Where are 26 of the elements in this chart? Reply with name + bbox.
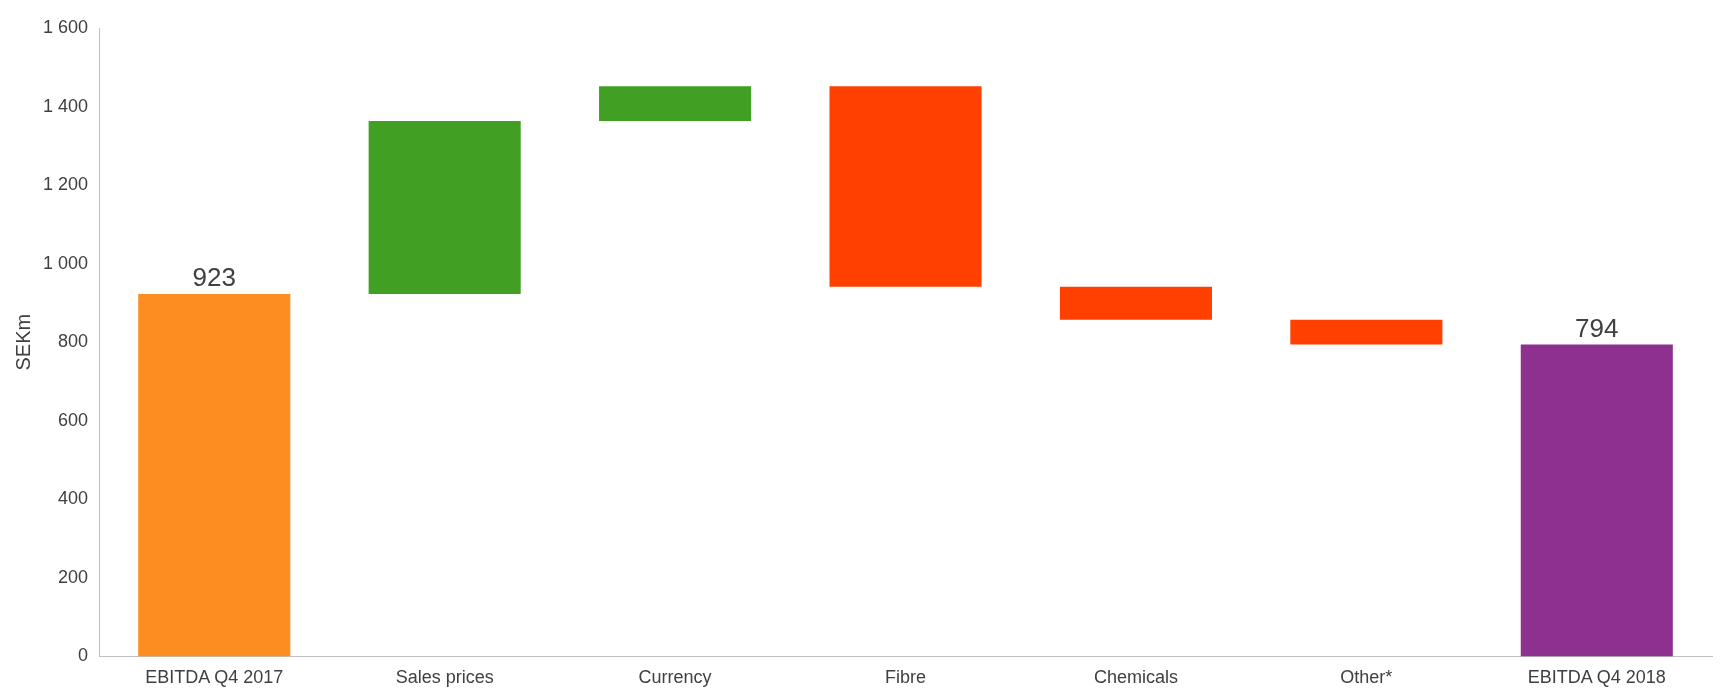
y-tick-label: 0 <box>78 645 89 666</box>
bar <box>368 121 521 294</box>
y-tick-label: 400 <box>58 488 89 509</box>
x-tick-label: EBITDA Q4 2017 <box>145 667 284 688</box>
x-tick-label: Sales prices <box>395 667 494 688</box>
bar <box>138 293 291 657</box>
y-tick-label: 1 200 <box>43 174 89 195</box>
x-tick-label: EBITDA Q4 2018 <box>1527 667 1666 688</box>
y-tick-label: 600 <box>58 409 89 430</box>
y-tick-label: 1 000 <box>43 252 89 273</box>
y-tick-label: 200 <box>58 566 89 587</box>
bar <box>1520 344 1673 657</box>
bar <box>1059 286 1212 320</box>
bar <box>1290 319 1443 345</box>
x-tick-label: Currency <box>638 667 712 688</box>
data-label: 923 <box>192 262 236 293</box>
data-label: 794 <box>1575 312 1619 343</box>
x-tick-label: Fibre <box>885 667 927 688</box>
x-tick-label: Chemicals <box>1093 667 1178 688</box>
bar <box>829 86 982 287</box>
y-tick-label: 1 400 <box>43 95 89 116</box>
y-axis-title: SEKm <box>11 313 34 371</box>
y-tick-label: 800 <box>58 331 89 352</box>
bar <box>599 86 752 122</box>
x-tick-label: Other* <box>1340 667 1393 688</box>
y-tick-label: 1 600 <box>43 16 89 37</box>
